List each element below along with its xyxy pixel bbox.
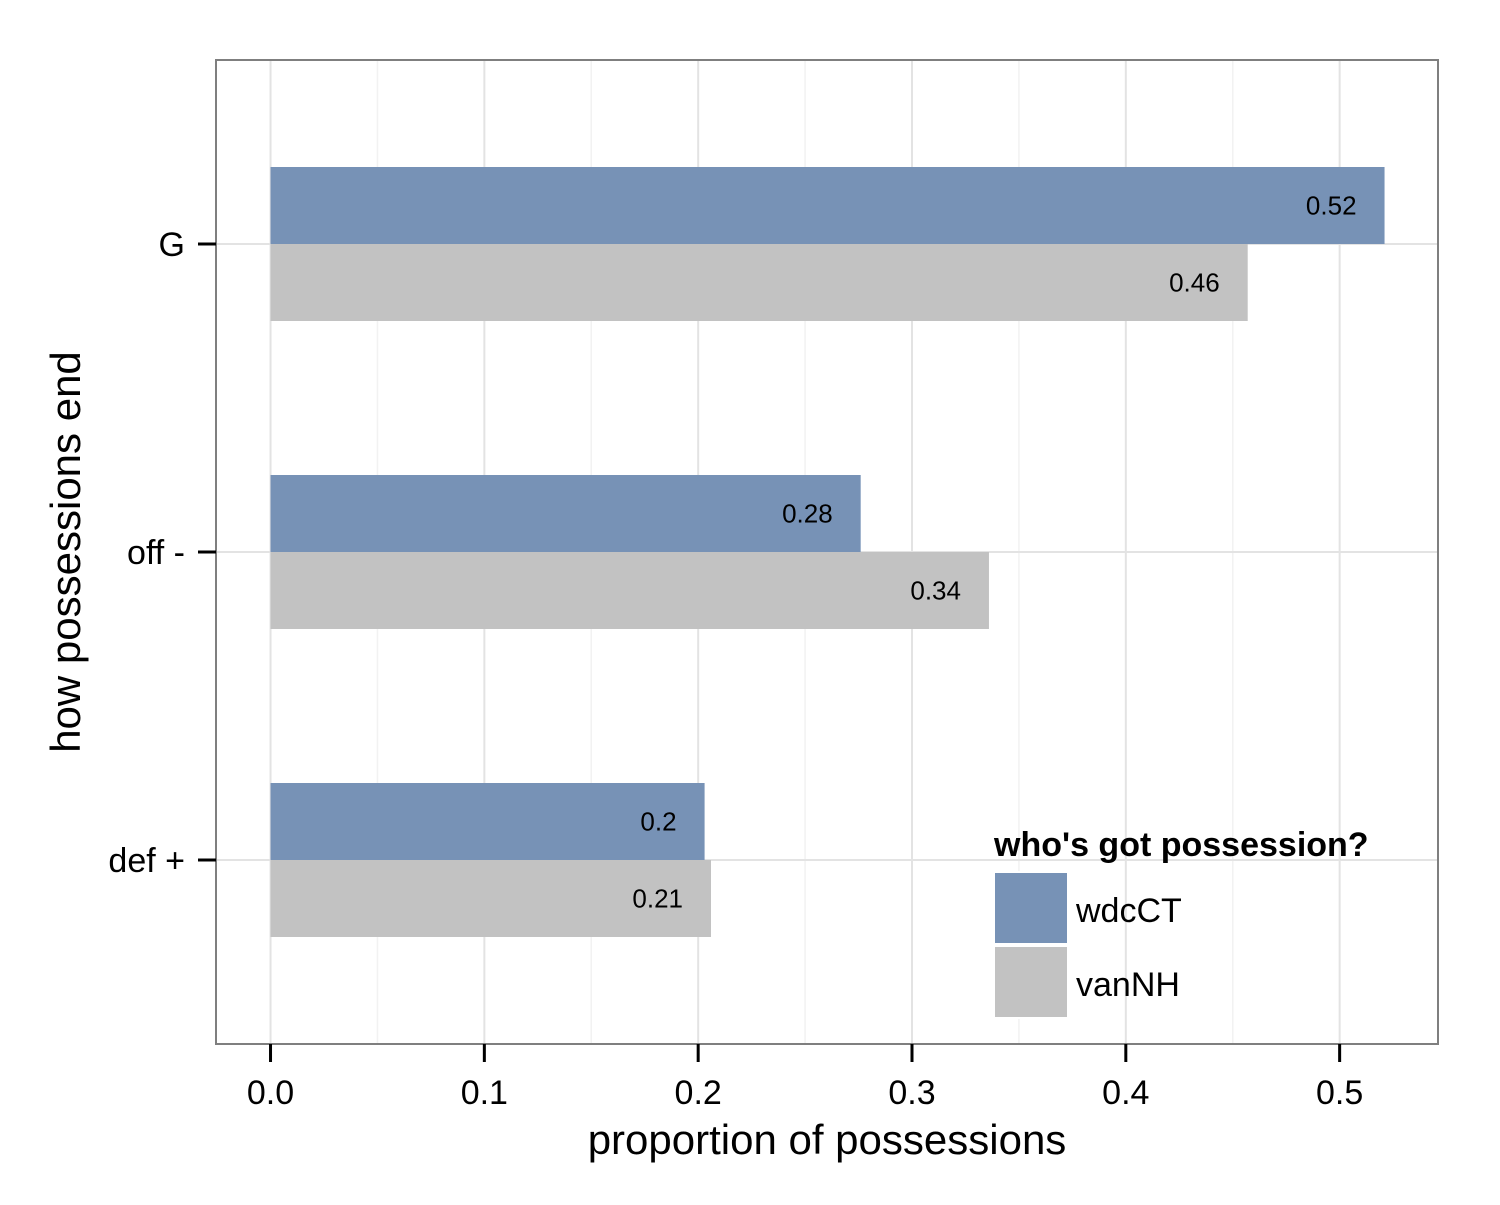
bar-vanNH-1 <box>270 552 989 629</box>
legend-label-vanNH: vanNH <box>1076 966 1180 1004</box>
bar-value-label: 0.2 <box>640 807 676 837</box>
x-tick-label: 0.0 <box>247 1074 294 1112</box>
bar-vanNH-2 <box>270 860 712 937</box>
bar-value-label: 0.21 <box>632 884 683 914</box>
bar-value-label: 0.34 <box>910 576 961 606</box>
x-axis: 0.0 0.1 0.2 0.3 0.4 0.5 <box>247 1044 1363 1112</box>
x-tick-label: 0.2 <box>675 1074 722 1112</box>
bars <box>270 167 1385 937</box>
x-tick-label: 0.4 <box>1102 1074 1149 1112</box>
bar-value-label: 0.46 <box>1169 268 1220 298</box>
bar-value-label: 0.52 <box>1306 191 1357 221</box>
x-tick-label: 0.1 <box>461 1074 508 1112</box>
legend-label-wdcCT: wdcCT <box>1075 892 1182 930</box>
bar-value-label: 0.28 <box>782 499 833 529</box>
y-tick-label: off - <box>127 534 185 572</box>
x-axis-label: proportion of possessions <box>588 1116 1067 1163</box>
y-axis-label: how possessions end <box>42 351 89 753</box>
bar-vanNH-0 <box>270 244 1248 321</box>
legend-key-wdcCT <box>993 871 1069 945</box>
bar-wdcCT-1 <box>270 475 861 552</box>
x-tick-label: 0.5 <box>1316 1074 1363 1112</box>
y-tick-label: def + <box>108 842 185 880</box>
y-tick-label: G <box>159 226 185 264</box>
bar-wdcCT-0 <box>270 167 1385 244</box>
bar-value-labels: 0.52 0.28 0.2 0.46 0.34 0.21 <box>632 191 1356 914</box>
legend: who's got possession? wdcCT vanNH <box>993 826 1369 1019</box>
bar-wdcCT-2 <box>270 783 705 860</box>
x-tick-label: 0.3 <box>888 1074 935 1112</box>
legend-key-vanNH <box>993 945 1069 1019</box>
legend-title: who's got possession? <box>993 826 1369 864</box>
